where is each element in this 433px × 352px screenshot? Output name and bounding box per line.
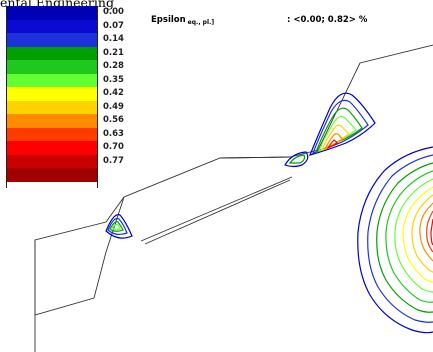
legend-swatch [6, 73, 98, 87]
slip-line-1 [140, 176, 293, 242]
slip-line-2 [144, 179, 291, 245]
legend-swatch [6, 33, 98, 47]
legend-label: 0.63 [103, 128, 124, 139]
legend-swatch [6, 46, 98, 60]
legend-label: 0.56 [103, 115, 124, 125]
legend-label: 0.42 [103, 88, 124, 98]
legend-swatch [6, 87, 98, 101]
variable-subscript: eq., pl.] [187, 19, 215, 26]
legend-label: 0.21 [103, 47, 124, 58]
legend-label: 0.49 [103, 101, 124, 112]
legend-swatch [6, 6, 98, 20]
variable-name: Epsilon [151, 15, 186, 25]
legend-swatch [6, 168, 98, 182]
legend-swatch [6, 141, 98, 155]
legend-swatch [6, 100, 98, 114]
legend-label: 0.70 [103, 142, 124, 152]
legend-label: 0.35 [103, 74, 124, 85]
legend-swatch [6, 114, 98, 128]
legend-swatch [6, 19, 98, 33]
legend-swatch [6, 154, 98, 168]
variable-title: Epsilon eq., pl.] [151, 15, 215, 26]
legend-label: 0.07 [103, 20, 124, 31]
contour-zone-crest [284, 92, 376, 168]
legend-label: 0.14 [103, 34, 124, 44]
range-label: : <0.00; 0.82> % [287, 15, 368, 25]
legend-label: 0.28 [103, 61, 124, 71]
slope-outline [34, 44, 433, 352]
legend-label: 0.00 [103, 7, 124, 17]
legend-label: 0.77 [103, 155, 124, 166]
contour-zone-left-toe [105, 214, 133, 239]
slope-lower-block [34, 196, 125, 316]
contour-zone-right [357, 146, 433, 334]
slope-geometry [34, 44, 433, 352]
header-text: ental Engineering [0, 0, 114, 10]
slip-surface-upper [219, 156, 291, 159]
legend-swatch [6, 60, 98, 74]
legend-swatch [6, 127, 98, 141]
